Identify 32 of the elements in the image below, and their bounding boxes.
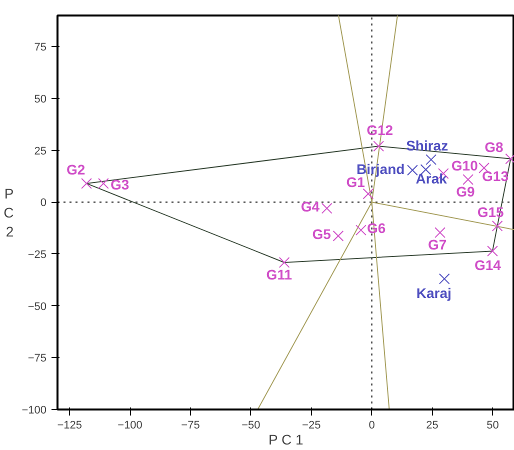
- x-tick-label: 0: [368, 420, 375, 432]
- series-label: G1: [346, 174, 366, 190]
- x-tick-label: −75: [181, 420, 200, 432]
- y-tick-label: 25: [34, 145, 47, 158]
- series-label: G7: [428, 236, 447, 253]
- series-label: G4: [300, 198, 320, 214]
- y-tick-label: 75: [34, 42, 47, 54]
- series-label: G8: [484, 138, 504, 155]
- y-tick-label: −25: [28, 248, 47, 261]
- x-tick-label: 25: [426, 420, 438, 432]
- x-tick-label: −125: [57, 420, 82, 432]
- series-label: G9: [456, 184, 475, 200]
- series-label: G3: [110, 176, 130, 192]
- series-label: Karaj: [416, 284, 452, 301]
- y-axis-title: P C 2: [4, 185, 14, 240]
- y-tick-label: 50: [34, 93, 47, 106]
- series-label: G11: [266, 266, 292, 282]
- y-tick-label: 0: [40, 197, 47, 210]
- x-tick-label: −100: [118, 420, 142, 432]
- y-tick-label: −75: [28, 352, 47, 365]
- x-tick-label: −50: [242, 420, 260, 432]
- series-label: G2: [66, 161, 86, 178]
- x-axis-title: P C 1: [268, 432, 304, 448]
- x-tick-label: −25: [302, 420, 321, 432]
- y-tick-label: −50: [28, 300, 47, 313]
- series-label: Arak: [416, 170, 448, 187]
- series-label: Shiraz: [406, 138, 448, 154]
- series-label: G5: [312, 226, 332, 242]
- series-label: G10: [451, 158, 478, 174]
- series-label: G14: [474, 257, 502, 274]
- y-tick-label: −100: [22, 404, 47, 416]
- x-tick-label: 50: [486, 420, 499, 432]
